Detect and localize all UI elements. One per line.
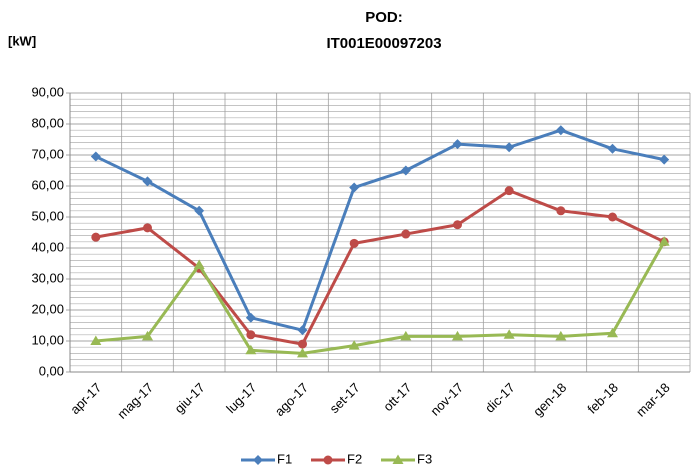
marker xyxy=(400,330,412,341)
y-tick-label: 10,00 xyxy=(31,332,64,347)
x-tick-label: dic-17 xyxy=(482,380,518,416)
series-line xyxy=(95,241,666,355)
marker xyxy=(504,142,515,153)
marker xyxy=(659,154,670,165)
marker xyxy=(452,139,463,150)
legend-label: F2 xyxy=(347,451,362,466)
chart-title: POD: xyxy=(365,9,403,26)
y-tick-label: 40,00 xyxy=(31,239,64,254)
y-tick-label: 60,00 xyxy=(31,177,64,192)
marker xyxy=(245,344,257,355)
marker xyxy=(253,455,263,465)
marker xyxy=(193,259,205,270)
marker xyxy=(349,182,360,193)
y-tick-label: 0,00 xyxy=(39,363,64,378)
marker xyxy=(90,151,101,162)
chart-title: IT001E00097203 xyxy=(326,35,441,52)
marker xyxy=(297,325,308,336)
marker xyxy=(297,347,308,358)
y-tick-label: 70,00 xyxy=(31,146,64,161)
x-tick-label: gen-18 xyxy=(530,380,569,419)
legend-label: F3 xyxy=(417,451,432,466)
marker xyxy=(392,454,404,464)
marker xyxy=(323,455,333,465)
marker xyxy=(555,125,566,136)
marker xyxy=(91,232,101,242)
marker xyxy=(400,165,411,176)
x-tick-label: feb-18 xyxy=(584,380,621,417)
marker xyxy=(246,330,256,340)
marker xyxy=(658,236,670,246)
y-tick-label: 90,00 xyxy=(31,84,64,99)
x-tick-label: ott-17 xyxy=(380,380,414,414)
x-tick-label: mag-17 xyxy=(114,380,156,422)
marker xyxy=(401,229,411,239)
y-tick-label: 30,00 xyxy=(31,270,64,285)
marker xyxy=(194,205,205,216)
marker xyxy=(142,330,153,341)
marker xyxy=(452,330,463,341)
marker xyxy=(504,186,514,196)
x-tick-label: set-17 xyxy=(327,380,363,416)
x-tick-label: ago-17 xyxy=(272,380,311,419)
series-line xyxy=(95,128,665,332)
y-tick-label: 50,00 xyxy=(31,208,64,223)
marker xyxy=(142,176,153,187)
y-tick-label: 80,00 xyxy=(31,115,64,130)
marker xyxy=(607,327,618,338)
marker xyxy=(298,339,307,349)
x-tick-label: apr-17 xyxy=(67,380,104,417)
marker xyxy=(143,223,152,233)
marker xyxy=(608,212,617,222)
marker xyxy=(90,335,102,345)
x-tick-label: giu-17 xyxy=(172,380,208,416)
marker xyxy=(556,206,566,216)
y-tick-label: 20,00 xyxy=(31,301,64,316)
y-axis-label: [kW] xyxy=(8,33,36,48)
x-tick-label: nov-17 xyxy=(427,380,466,419)
marker xyxy=(453,220,462,230)
marker xyxy=(245,312,256,323)
x-tick-label: mar-18 xyxy=(633,380,673,420)
marker xyxy=(349,238,359,248)
marker xyxy=(607,143,618,154)
marker xyxy=(555,330,567,341)
legend-label: F1 xyxy=(277,451,292,466)
marker xyxy=(503,329,515,339)
series-line xyxy=(95,189,665,346)
x-tick-label: lug-17 xyxy=(223,380,259,416)
marker xyxy=(348,340,360,350)
